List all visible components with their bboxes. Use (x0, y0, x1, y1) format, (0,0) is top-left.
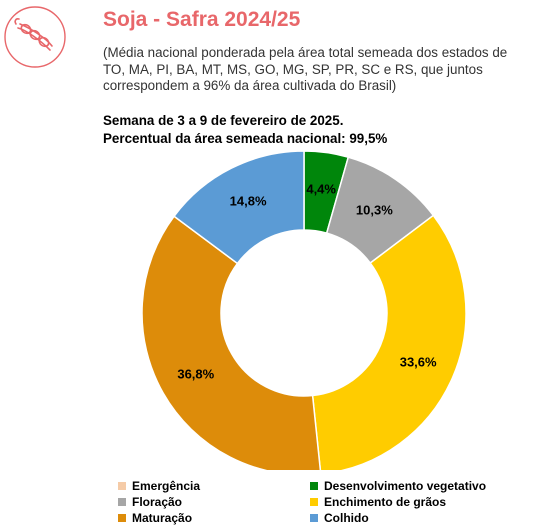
soybean-pod-icon (4, 6, 66, 68)
legend-label: Maturação (132, 510, 193, 525)
subtitle-line: TO, MA, PI, BA, MT, MS, GO, MG, SP, PR, … (103, 61, 483, 77)
legend-item: Emergência (118, 478, 310, 493)
donut-chart: 4,4% 10,3% 33,6% 36,8% 14,8% (141, 150, 467, 470)
legend-swatch (310, 497, 318, 506)
legend-label: Enchimento de grãos (324, 494, 447, 509)
donut-slice (173, 150, 305, 265)
legend-label: Desenvolvimento vegetativo (324, 478, 487, 493)
subtitle-line: correspondem a 96% da área cultivada do … (103, 78, 397, 93)
week-info: Semana de 3 a 9 de fevereiro de 2025. Pe… (103, 112, 387, 148)
legend-item: Enchimento de grãos (310, 494, 530, 509)
chart-subtitle: (Média nacional ponderada pela área tota… (103, 45, 548, 95)
legend-item: Maturação (118, 510, 310, 525)
legend-label: Emergência (132, 478, 201, 493)
legend-item: Desenvolvimento vegetativo (310, 478, 530, 493)
slice-label: 4,4% (306, 182, 336, 197)
legend-swatch (118, 481, 126, 490)
week-range: Semana de 3 a 9 de fevereiro de 2025. (103, 113, 344, 128)
legend-item: Floração (118, 494, 310, 509)
page-title: Soja - Safra 2024/25 (103, 8, 301, 31)
legend-swatch (118, 513, 126, 522)
legend-label: Colhido (324, 510, 369, 525)
area-sown: Percentual da área semeada nacional: 99,… (103, 131, 388, 146)
subtitle-line: (Média nacional ponderada pela área tota… (103, 45, 508, 60)
slice-label: 33,6% (400, 355, 437, 370)
legend-swatch (310, 513, 318, 522)
donut-slice (311, 214, 467, 470)
legend-label: Floração (132, 494, 183, 509)
chart-legend: Emergência Desenvolvimento vegetativo Flor… (118, 478, 538, 525)
legend-item: Colhido (310, 510, 530, 525)
slice-label: 14,8% (230, 194, 267, 209)
legend-swatch (310, 481, 318, 490)
donut-slice (141, 215, 322, 470)
legend-swatch (118, 497, 126, 506)
slice-label: 36,8% (177, 367, 214, 382)
slice-label: 10,3% (356, 202, 393, 217)
soybean-logo (2, 4, 68, 70)
